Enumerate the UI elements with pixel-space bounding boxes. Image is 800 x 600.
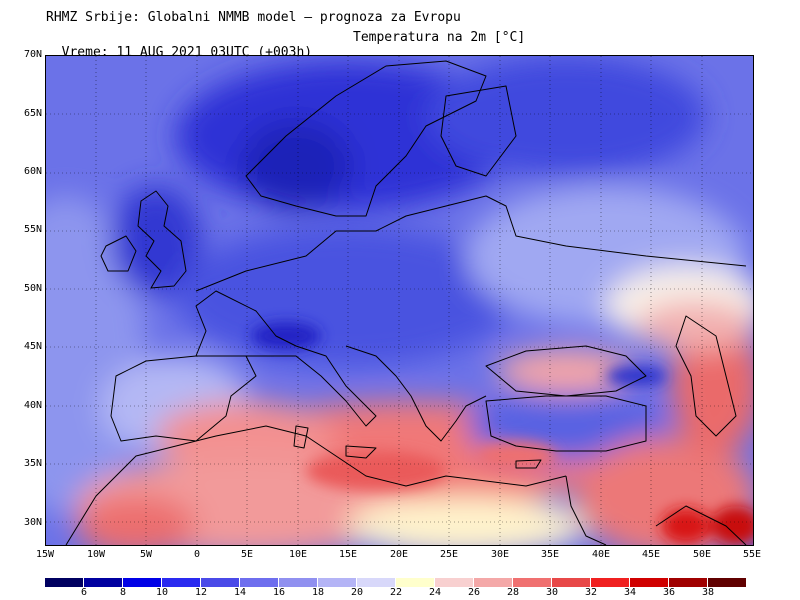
lat-label-45n: 45N	[23, 341, 42, 352]
lon-label-10e: 10E	[288, 549, 308, 560]
coastlines	[65, 60, 747, 545]
colorbar-label: 6	[80, 587, 88, 598]
colorbar-swatch	[396, 578, 434, 587]
sardinia-coast	[293, 425, 309, 449]
persian-gulf-core	[711, 506, 753, 545]
colorbar-label: 30	[545, 587, 559, 598]
alps-cold-area	[251, 322, 321, 350]
ireland-coast	[100, 235, 137, 272]
colorbar-swatch	[435, 578, 473, 587]
temperature-map	[45, 55, 754, 546]
colorbar-label: 20	[350, 587, 364, 598]
black-sea-coast	[485, 345, 647, 397]
colorbar-swatch	[123, 578, 161, 587]
colorbar-label: 26	[467, 587, 481, 598]
colorbar-label: 8	[119, 587, 127, 598]
lon-label-45e: 45E	[641, 549, 661, 560]
colorbar-swatch	[513, 578, 551, 587]
lat-label-50n: 50N	[23, 283, 42, 294]
colorbar-label: 36	[662, 587, 676, 598]
finland-coast	[440, 85, 517, 177]
lat-label-55n: 55N	[23, 224, 42, 235]
colorbar-swatch	[708, 578, 746, 587]
lon-label-50e: 50E	[692, 549, 712, 560]
france-italy-coast	[195, 290, 377, 427]
colorbar-label: 22	[389, 587, 403, 598]
western-med-area	[156, 401, 336, 471]
russia-north-area	[426, 56, 706, 176]
colorbar-label: 38	[701, 587, 715, 598]
colorbar-label: 10	[155, 587, 169, 598]
lon-label-0: 0	[193, 549, 201, 560]
caucasus-cold-core	[606, 366, 666, 386]
lon-label-40e: 40E	[591, 549, 611, 560]
colorbar-swatch	[357, 578, 395, 587]
colorbar-swatch	[279, 578, 317, 587]
north-africa-coast	[65, 425, 567, 545]
temperature-map-svg	[46, 56, 753, 545]
map-title: RHMZ Srbije: Globalni NMMB model — progn…	[46, 10, 461, 25]
morocco-hot-area	[76, 496, 196, 545]
graticule	[46, 56, 753, 545]
lat-label-35n: 35N	[23, 458, 42, 469]
colorbar-label: 34	[623, 587, 637, 598]
sicily-coast	[345, 445, 377, 459]
colorbar-swatch	[240, 578, 278, 587]
colorbar-label: 18	[311, 587, 325, 598]
gulf-hot-core	[661, 508, 711, 544]
lon-label-25e: 25E	[439, 549, 459, 560]
caspian-hot-area	[671, 316, 753, 456]
lat-label-70n: 70N	[23, 49, 42, 60]
lon-label-5w: 5W	[139, 549, 153, 560]
cyprus-coast	[515, 459, 542, 469]
lat-label-60n: 60N	[23, 166, 42, 177]
colorbar-label: 32	[584, 587, 598, 598]
kazakh-warm-area	[636, 301, 753, 351]
caspian-coast	[675, 315, 737, 437]
lon-label-10w: 10W	[86, 549, 106, 560]
temperature-field-detail	[251, 322, 753, 545]
british-isles-area	[111, 186, 201, 296]
colorbar-swatch	[84, 578, 122, 587]
north-europe-coast	[195, 195, 747, 292]
balkan-coast	[345, 345, 487, 442]
colorbar-swatch	[474, 578, 512, 587]
colorbar-swatch	[669, 578, 707, 587]
lat-label-65n: 65N	[23, 108, 42, 119]
scandinavia-coast	[245, 60, 487, 217]
lat-label-30n: 30N	[23, 517, 42, 528]
ionian-warm-core	[306, 451, 446, 491]
colorbar-swatch	[552, 578, 590, 587]
lon-label-20e: 20E	[389, 549, 409, 560]
colorbar-label: 12	[194, 587, 208, 598]
lon-label-5e: 5E	[240, 549, 254, 560]
lon-label-15e: 15E	[338, 549, 358, 560]
great-britain-coast	[137, 190, 187, 289]
libya-egypt-area	[346, 496, 586, 545]
colorbar-swatch	[318, 578, 356, 587]
lon-label-35e: 35E	[540, 549, 560, 560]
lon-label-55e: 55E	[742, 549, 762, 560]
colorbar-swatch	[45, 578, 83, 587]
colorbar-label: 14	[233, 587, 247, 598]
norway-cold-core	[241, 121, 351, 211]
colorbar-label: 28	[506, 587, 520, 598]
lon-label-15w: 15W	[35, 549, 55, 560]
persian-gulf-coast	[655, 505, 747, 545]
lon-label-30e: 30E	[490, 549, 510, 560]
levant-coast	[565, 475, 607, 545]
colorbar-label: 24	[428, 587, 442, 598]
field-name: Temperatura na 2m [°C]	[353, 30, 526, 45]
colorbar-label: 16	[272, 587, 286, 598]
colorbar-swatch	[591, 578, 629, 587]
colorbar-swatch	[630, 578, 668, 587]
colorbar-swatch	[162, 578, 200, 587]
colorbar-swatch	[201, 578, 239, 587]
iberia-coast	[110, 355, 257, 442]
turkey-coast	[485, 395, 647, 452]
lat-label-40n: 40N	[23, 400, 42, 411]
